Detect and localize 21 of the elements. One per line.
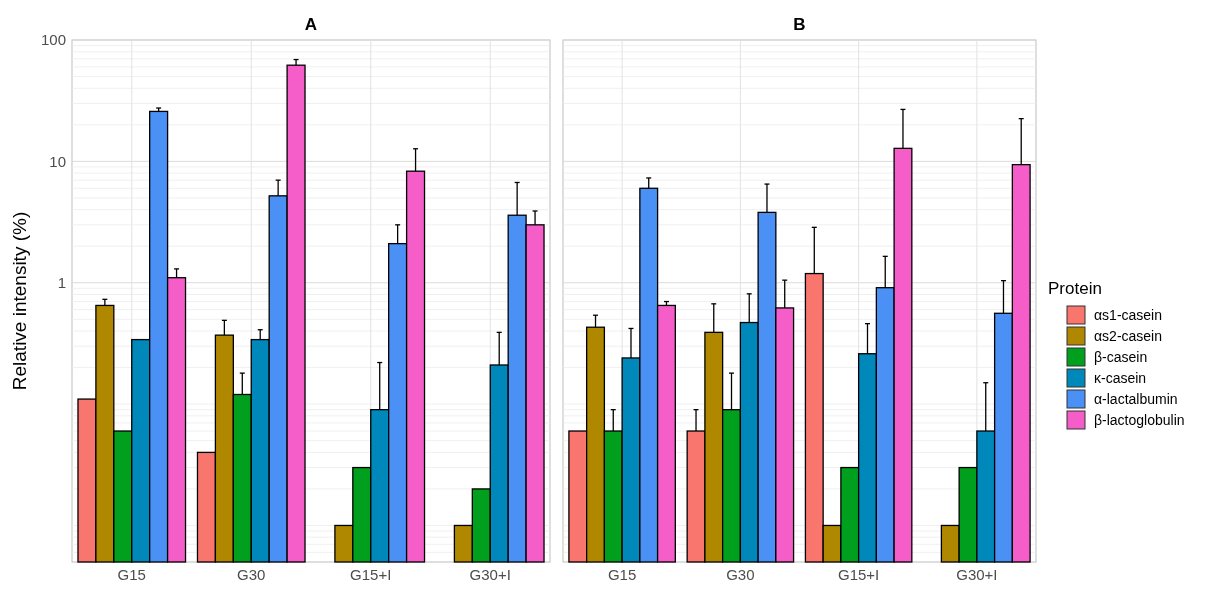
chart-title: B bbox=[793, 15, 806, 34]
legend-label: αs2-casein bbox=[1094, 327, 1163, 344]
y-axis-title: Relative intensity (%) bbox=[9, 211, 30, 391]
x-tick-label: G15 bbox=[117, 566, 146, 583]
legend-label: β-casein bbox=[1094, 348, 1148, 365]
x-tick-label: G15+I bbox=[837, 566, 880, 583]
legend-title: Protein bbox=[1048, 279, 1102, 298]
x-tick-label: G30 bbox=[237, 566, 266, 583]
x-tick-label: G30+I bbox=[956, 566, 998, 583]
x-tick-label: G30+I bbox=[469, 566, 511, 583]
x-tick-label: G15+I bbox=[350, 566, 392, 583]
y-tick-label: 1 bbox=[57, 273, 66, 291]
x-tick-label: G30 bbox=[726, 566, 755, 583]
x-tick-label: G15 bbox=[607, 566, 637, 583]
chart-title: A bbox=[304, 15, 318, 34]
legend-label: β-lactoglobulin bbox=[1094, 411, 1185, 428]
legend-label: κ-casein bbox=[1094, 369, 1147, 386]
legend-label: αs1-casein bbox=[1094, 306, 1163, 323]
y-tick-label: 100 bbox=[40, 31, 66, 49]
y-tick-label: 10 bbox=[49, 152, 66, 170]
legend-label: α-lactalbumin bbox=[1094, 390, 1178, 407]
